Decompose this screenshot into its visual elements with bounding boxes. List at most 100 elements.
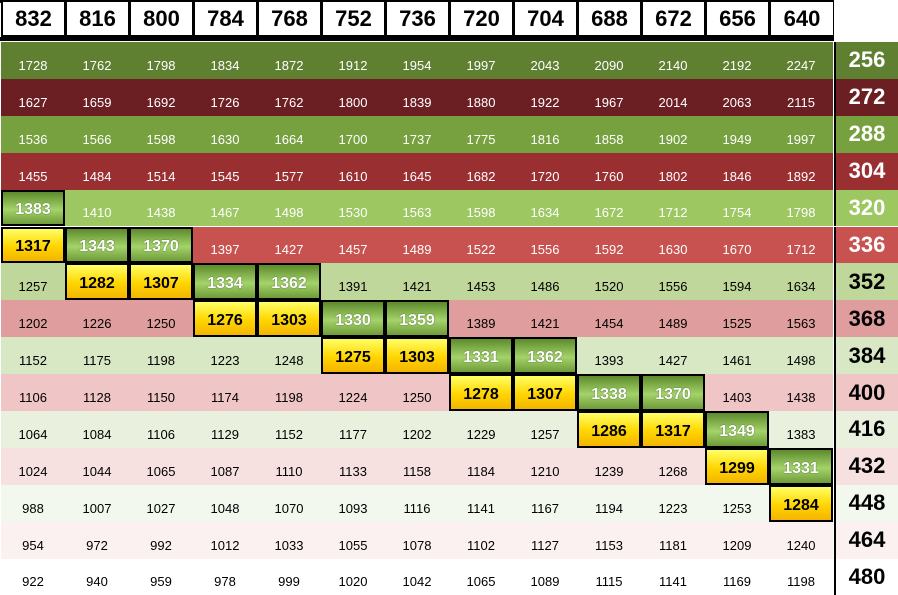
table-cell: 1514: [129, 152, 193, 190]
row-label: 448: [834, 484, 898, 522]
table-cell: 1370: [129, 226, 193, 264]
table-cell: 2063: [705, 78, 769, 116]
table-cell: 1594: [705, 263, 769, 301]
table-cell: 1802: [641, 152, 705, 190]
table-cell: 1194: [577, 484, 641, 522]
table-cell: 1152: [257, 411, 321, 448]
table-cell: 1954: [385, 42, 449, 79]
table-cell: 1177: [321, 411, 385, 448]
column-header: 720: [449, 0, 513, 37]
table-cell: 1152: [1, 337, 65, 375]
row-label: 368: [834, 300, 898, 338]
table-cell: 1393: [577, 337, 641, 375]
table-cell: 1762: [65, 42, 129, 79]
table-cell: 1997: [449, 42, 513, 79]
table-cell: 1598: [129, 115, 193, 153]
table-cell: 1760: [577, 152, 641, 190]
column-header: 704: [513, 0, 577, 37]
table-cell: 1461: [705, 337, 769, 375]
table-cell: 1427: [641, 337, 705, 375]
table-cell: 1700: [321, 115, 385, 153]
table-cell: 1224: [321, 374, 385, 411]
row-label: 432: [834, 447, 898, 485]
table-cell: 1278: [449, 374, 513, 411]
table-cell: 1044: [65, 447, 129, 485]
table-cell: 2192: [705, 42, 769, 79]
table-cell: 1427: [257, 226, 321, 264]
table-cell: 1106: [129, 411, 193, 448]
table-cell: 1198: [129, 337, 193, 375]
table-cell: 1391: [321, 263, 385, 301]
table-cell: 1141: [449, 484, 513, 522]
table-cell: 1115: [577, 558, 641, 595]
table-cell: 1754: [705, 189, 769, 227]
row-label: 400: [834, 374, 898, 411]
table-cell: 1403: [705, 374, 769, 411]
table-cell: 1659: [65, 78, 129, 116]
table-cell: 1872: [257, 42, 321, 79]
column-header: 640: [769, 0, 834, 37]
table-cell: 1630: [641, 226, 705, 264]
table-cell: 1174: [193, 374, 257, 411]
table-cell: 1438: [129, 189, 193, 227]
table-cell: 1275: [321, 337, 385, 375]
table-cell: 2043: [513, 42, 577, 79]
table-cell: 1129: [193, 411, 257, 448]
table-cell: 1078: [385, 521, 449, 559]
table-cell: 1563: [385, 189, 449, 227]
table-cell: 1153: [577, 521, 641, 559]
row-label: 288: [834, 115, 898, 153]
row-label: 320: [834, 189, 898, 227]
table-cell: 1455: [1, 152, 65, 190]
table-cell: 1520: [577, 263, 641, 301]
column-header: 816: [65, 0, 129, 37]
table-cell: 1184: [449, 447, 513, 485]
table-cell: 1127: [513, 521, 577, 559]
table-cell: 1858: [577, 115, 641, 153]
table-cell: 1330: [321, 300, 385, 338]
table-cell: 1106: [1, 374, 65, 411]
table-cell: 1303: [257, 300, 321, 338]
table-cell: 1489: [385, 226, 449, 264]
table-cell: 1598: [449, 189, 513, 227]
table-cell: 1880: [449, 78, 513, 116]
table-cell: 954: [1, 521, 65, 559]
table-cell: 1175: [65, 337, 129, 375]
row-label: 336: [834, 226, 898, 264]
table-cell: 1250: [129, 300, 193, 338]
table-cell: 1467: [193, 189, 257, 227]
table-cell: 1912: [321, 42, 385, 79]
table-cell: 1846: [705, 152, 769, 190]
table-cell: 1630: [193, 115, 257, 153]
table-cell: 1486: [513, 263, 577, 301]
table-cell: 1457: [321, 226, 385, 264]
table-cell: 2090: [577, 42, 641, 79]
table-cell: 1634: [513, 189, 577, 227]
table-cell: 988: [1, 484, 65, 522]
table-cell: 1454: [577, 300, 641, 338]
table-cell: 1556: [641, 263, 705, 301]
table-cell: 2014: [641, 78, 705, 116]
table-cell: 1307: [129, 263, 193, 301]
table-cell: 1728: [1, 42, 65, 79]
table-cell: 1317: [641, 411, 705, 448]
corner-blank: [834, 0, 898, 40]
table-cell: 1303: [385, 337, 449, 375]
table-cell: 1020: [321, 558, 385, 595]
table-cell: 1065: [449, 558, 513, 595]
table-cell: 1167: [513, 484, 577, 522]
table-cell: 1775: [449, 115, 513, 153]
table-cell: 1307: [513, 374, 577, 411]
table-cell: 1421: [513, 300, 577, 338]
table-cell: 1257: [513, 411, 577, 448]
table-cell: 1967: [577, 78, 641, 116]
column-header: 736: [385, 0, 449, 37]
table-cell: 1198: [257, 374, 321, 411]
table-cell: 1055: [321, 521, 385, 559]
table-cell: 1712: [641, 189, 705, 227]
table-cell: 1198: [769, 558, 833, 595]
table-cell: 959: [129, 558, 193, 595]
table-cell: 1338: [577, 374, 641, 411]
table-cell: 1383: [769, 411, 833, 448]
column-header: 688: [577, 0, 641, 37]
